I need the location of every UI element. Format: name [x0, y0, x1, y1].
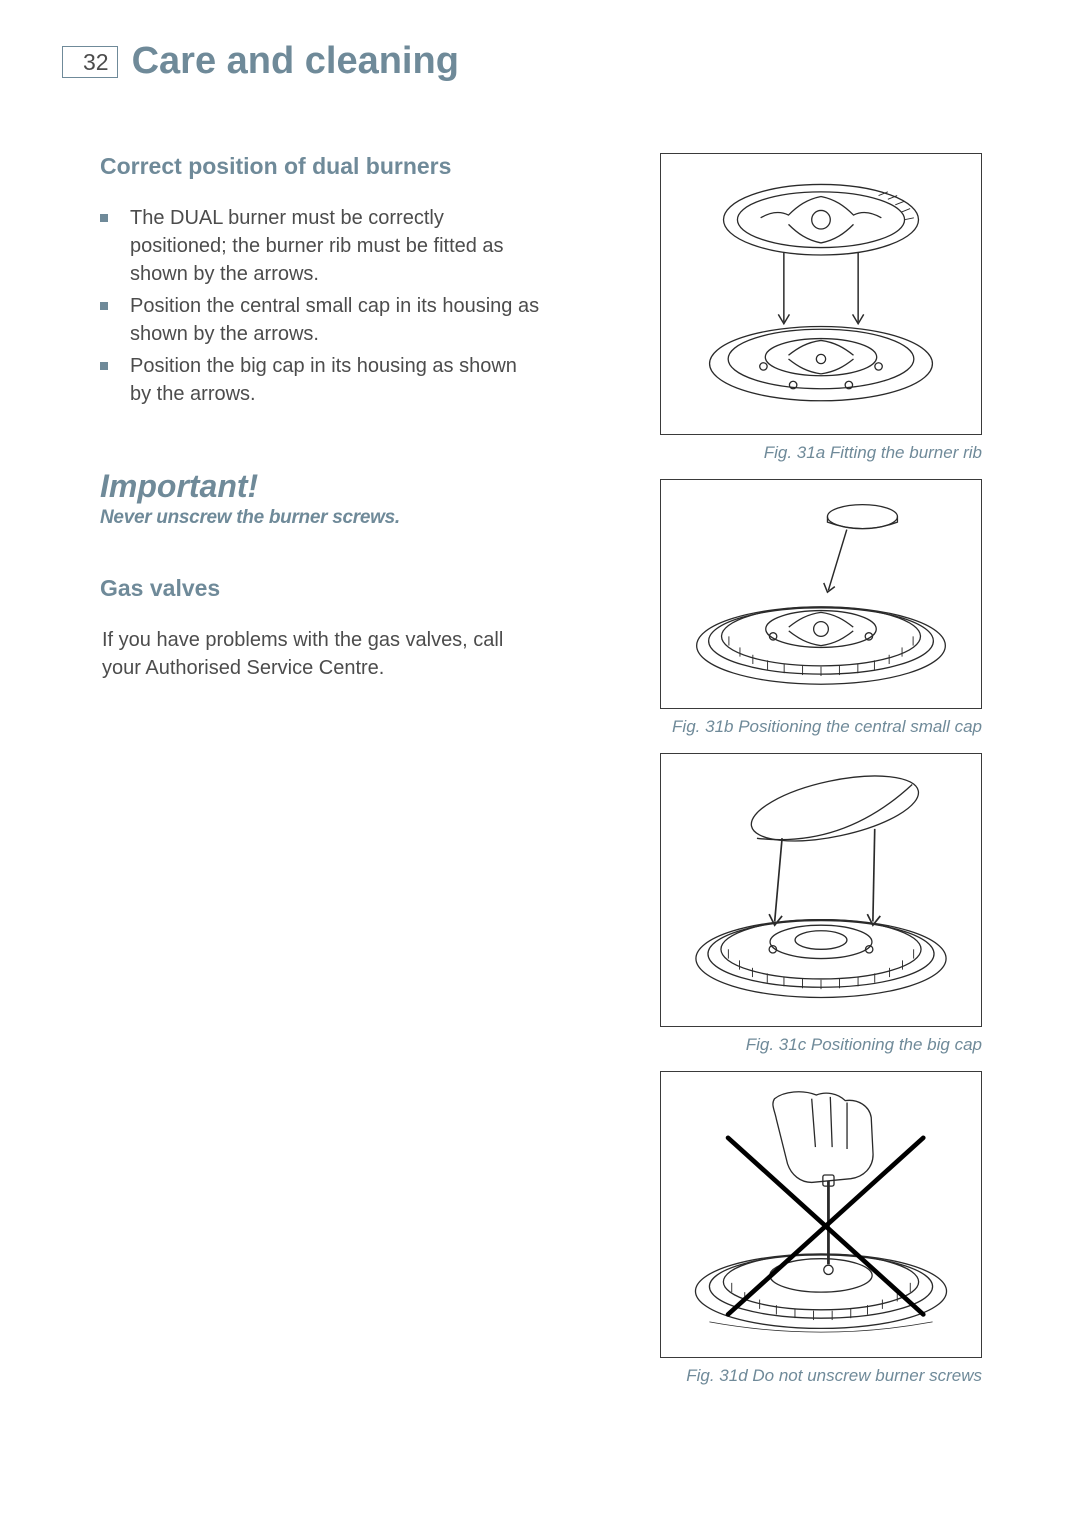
list-item: Position the central small cap in its ho… [100, 292, 542, 348]
figure-31c [660, 753, 982, 1027]
left-column: Correct position of dual burners The DUA… [62, 153, 542, 1402]
figure-31d [660, 1071, 982, 1358]
chapter-title: Care and cleaning [132, 40, 459, 83]
page-number: 32 [83, 49, 109, 75]
content-columns: Correct position of dual burners The DUA… [62, 153, 1018, 1402]
big-cap-illustration-icon [671, 764, 971, 1016]
list-item-text: Position the central small cap in its ho… [130, 295, 539, 345]
figure-31b-caption: Fig. 31b Positioning the central small c… [582, 717, 982, 737]
page: 32 Care and cleaning Correct position of… [0, 0, 1080, 1532]
gas-valves-body: If you have problems with the gas valves… [100, 626, 542, 682]
list-item: The DUAL burner must be correctly positi… [100, 204, 542, 288]
page-header: 32 Care and cleaning [62, 40, 1018, 83]
list-item-text: Position the big cap in its housing as s… [130, 355, 517, 405]
section-heading-gas-valves: Gas valves [100, 575, 542, 602]
section-heading-dual-burners: Correct position of dual burners [100, 153, 542, 180]
page-number-box: 32 [62, 46, 118, 78]
do-not-unscrew-illustration-icon [671, 1082, 971, 1347]
figure-31a [660, 153, 982, 435]
right-column: Fig. 31a Fitting the burner rib [582, 153, 982, 1402]
important-heading: Important! [100, 468, 542, 505]
figure-31a-caption: Fig. 31a Fitting the burner rib [582, 443, 982, 463]
dual-burners-bullet-list: The DUAL burner must be correctly positi… [100, 204, 542, 408]
list-item-text: The DUAL burner must be correctly positi… [130, 207, 504, 285]
list-item: Position the big cap in its housing as s… [100, 352, 542, 408]
burner-rib-illustration-icon [671, 164, 971, 424]
figure-31c-caption: Fig. 31c Positioning the big cap [582, 1035, 982, 1055]
figure-31d-caption: Fig. 31d Do not unscrew burner screws [582, 1366, 982, 1386]
important-subtext: Never unscrew the burner screws. [100, 507, 542, 529]
small-cap-illustration-icon [671, 489, 971, 699]
figure-31b [660, 479, 982, 709]
